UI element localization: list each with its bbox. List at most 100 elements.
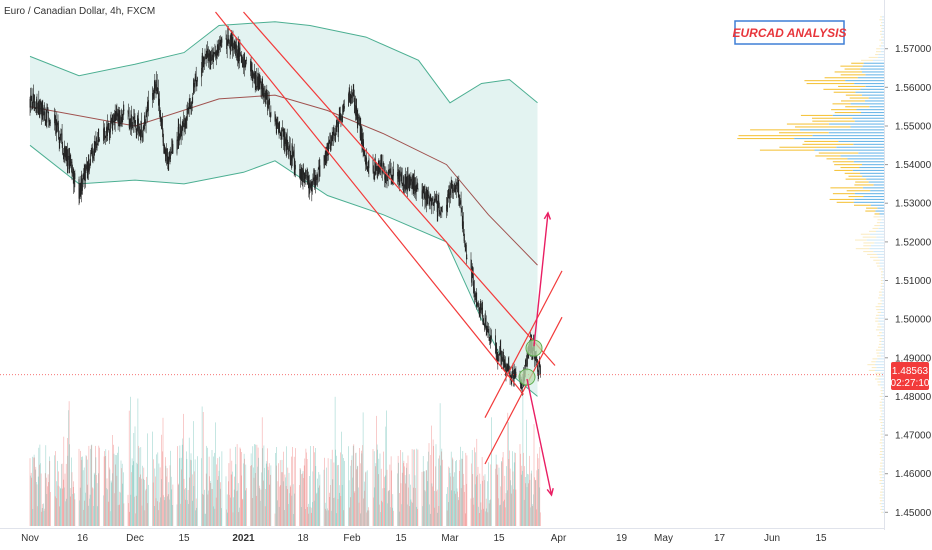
candle-body [440,210,441,214]
profile-row-blue [879,314,884,316]
profile-row-blue [862,175,884,177]
arrow-head-2 [546,488,554,497]
candle-body [447,192,449,195]
profile-row-blue [861,94,884,96]
candle-body [250,63,252,72]
volume-bar [145,490,146,526]
profile-row-yellow [880,25,882,27]
time-tick-label: Feb [343,533,361,544]
volume-bar [86,459,88,526]
profile-row-yellow [880,33,882,35]
volume-bar [491,417,492,526]
candle-body [355,105,356,116]
profile-row-yellow [871,361,876,363]
volume-bar [83,467,85,526]
candle-body [483,323,485,325]
volume-bar [301,507,303,526]
volume-bar [424,471,425,526]
volume-bar [291,495,293,526]
profile-row-yellow [875,262,880,264]
volume-bar [283,451,284,526]
candle-body [278,121,280,133]
volume-bar [300,469,301,526]
volume-bar [310,446,311,526]
volume-bar [448,466,450,526]
candle-body [367,166,369,168]
candle-body [39,104,41,116]
candle-body [253,73,254,76]
candle-body [205,54,206,56]
time-axis[interactable]: Nov 16 Dec 15 2021 18 Feb 15 Mar 15 Apr 19 May 17 Jun 1… [0,528,884,545]
volume-bar [79,500,80,526]
candle-body [143,126,145,129]
volume-bar [398,462,399,526]
volume-bar [34,457,35,526]
volume-bar [144,510,146,526]
volume-bar [292,447,293,526]
profile-row-blue [862,164,884,166]
volume-bar [360,513,362,526]
volume-bar [490,499,491,526]
volume-bar [415,488,416,526]
volume-bar [180,503,181,526]
volume-bar [171,489,172,526]
candle-body [229,42,230,44]
candle-body [44,111,45,121]
candle-body [145,111,147,124]
candle-body [351,95,353,99]
candle-body [221,38,223,43]
profile-row-yellow [818,152,859,154]
candle-body [68,156,69,157]
candle-body [486,330,488,331]
volume-bar [287,467,289,526]
profile-row-yellow [834,164,862,166]
profile-row-blue [880,372,884,374]
volume-bar [211,450,213,526]
volume-bar [35,469,36,526]
profile-row-yellow [880,451,883,453]
candle-body [501,356,503,358]
candle-body [227,35,229,43]
volume-bar [268,463,270,526]
volume-bar [380,512,381,526]
candle-body [400,173,401,175]
volume-bar [154,506,155,526]
profile-row-blue [882,511,884,513]
volume-bar [69,444,70,526]
candle-body [290,156,292,159]
volume-bar [32,509,34,526]
volume-bar [179,445,181,526]
volume-bar [471,450,473,526]
candle-body [217,45,219,47]
volume-bar [141,478,142,526]
price-axis[interactable]: 1.570001.560001.550001.540001.530001.520… [884,0,932,550]
profile-row-yellow [832,103,851,105]
profile-row-yellow [845,94,862,96]
volume-bar [117,452,118,526]
profile-row-blue [879,352,884,354]
volume-bar [513,489,514,526]
profile-row-blue [853,143,884,145]
profile-row-yellow [868,369,875,371]
profile-row-yellow [869,230,876,232]
candle-body [70,159,72,163]
candle-body [333,131,335,136]
candle-body [428,194,429,197]
candle-body [180,130,182,138]
profile-row-yellow [876,352,880,354]
candle-body [264,92,266,99]
candle-body [116,111,117,114]
candle-body [162,118,163,131]
candle-body [536,359,538,360]
drawing-annotations[interactable] [215,11,563,497]
candle-body [508,364,510,371]
candle-body [294,164,296,167]
candle-body [306,175,307,176]
profile-row-yellow [880,465,883,467]
profile-row-yellow [880,430,883,432]
volume-bar [186,451,187,526]
profile-row-yellow [880,506,882,508]
candle-body [312,177,314,183]
